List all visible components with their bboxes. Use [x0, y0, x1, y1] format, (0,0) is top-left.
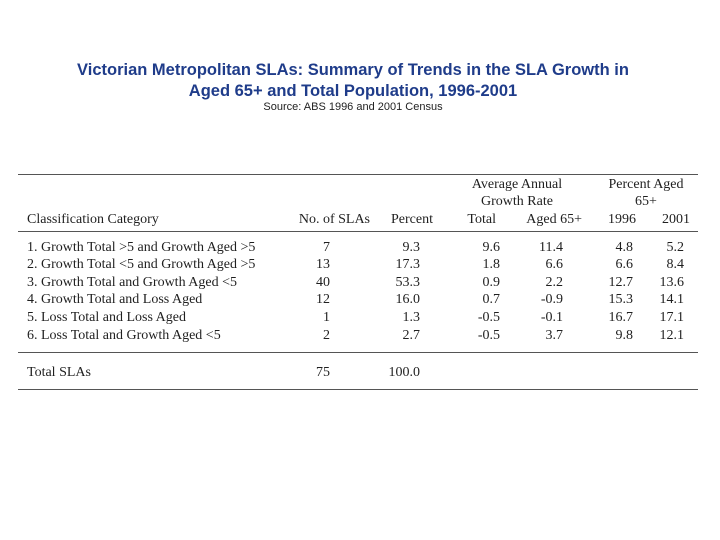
title-line-2: Aged 65+ and Total Population, 1996-2001	[188, 82, 518, 100]
row-2-1996: 6.6	[615, 257, 634, 272]
row-5-percent: 1.3	[402, 310, 421, 325]
row-5-2001: 17.1	[659, 310, 685, 325]
row-6-total: -0.5	[477, 328, 500, 343]
row-4-percent: 16.0	[395, 292, 421, 307]
row-1-category: 1. Growth Total >5 and Growth Aged >5	[27, 240, 256, 255]
row-6-category: 6. Loss Total and Growth Aged <5	[27, 328, 221, 343]
column-header-slas: No. of SLAs	[298, 212, 370, 227]
row-2-total: 1.8	[482, 257, 501, 272]
row-5-1996: 16.7	[608, 310, 634, 325]
row-5-slas: 1	[323, 310, 330, 325]
title-line-1: Victorian Metropolitan SLAs: Summary of …	[77, 61, 629, 79]
row-3-1996: 12.7	[608, 275, 634, 290]
row-6-2001: 12.1	[659, 328, 685, 343]
column-header-2001: 2001	[662, 212, 690, 227]
row-1-1996: 4.8	[615, 240, 634, 255]
table-top-rule	[18, 174, 698, 175]
column-header-percent: Percent	[391, 212, 433, 227]
row-2-slas: 13	[316, 257, 330, 272]
row-3-aged: 2.2	[545, 275, 564, 290]
column-header-total: Total	[467, 212, 496, 227]
row-3-percent: 53.3	[395, 275, 421, 290]
row-2-aged: 6.6	[545, 257, 564, 272]
total-row-category: Total SLAs	[27, 365, 91, 380]
table-body-rule	[18, 352, 698, 353]
row-2-2001: 8.4	[666, 257, 685, 272]
row-5-total: -0.5	[477, 310, 500, 325]
row-3-category: 3. Growth Total and Growth Aged <5	[27, 275, 238, 290]
row-5-aged: -0.1	[540, 310, 563, 325]
table-bottom-rule	[18, 389, 698, 390]
growth-rate-header-line-1: Average Annual	[471, 177, 563, 192]
row-6-aged: 3.7	[545, 328, 564, 343]
percent-aged-header-line-1: Percent Aged	[608, 177, 684, 192]
page-title: Victorian Metropolitan SLAs: Summary of …	[0, 60, 706, 102]
row-4-total: 0.7	[482, 292, 501, 307]
row-2-category: 2. Growth Total <5 and Growth Aged >5	[27, 257, 256, 272]
column-header-aged: Aged 65+	[526, 212, 582, 227]
row-3-total: 0.9	[482, 275, 501, 290]
column-header-1996: 1996	[608, 212, 636, 227]
row-6-1996: 9.8	[615, 328, 634, 343]
percent-aged-header-line-2: 65+	[635, 194, 657, 209]
row-1-percent: 9.3	[402, 240, 421, 255]
source-note: Source: ABS 1996 and 2001 Census	[263, 101, 443, 113]
row-1-2001: 5.2	[666, 240, 685, 255]
total-row-percent: 100.0	[388, 365, 421, 380]
row-3-2001: 13.6	[659, 275, 685, 290]
table-header-rule	[18, 231, 698, 232]
row-1-total: 9.6	[482, 240, 501, 255]
row-4-slas: 12	[316, 292, 330, 307]
row-1-aged: 11.4	[539, 240, 563, 255]
row-4-category: 4. Growth Total and Loss Aged	[27, 292, 203, 307]
row-6-percent: 2.7	[402, 328, 421, 343]
row-4-2001: 14.1	[659, 292, 685, 307]
row-4-aged: -0.9	[540, 292, 563, 307]
column-header-category: Classification Category	[27, 212, 159, 227]
total-row-slas: 75	[316, 365, 330, 380]
row-3-slas: 40	[316, 275, 330, 290]
row-1-slas: 7	[323, 240, 330, 255]
growth-rate-header-line-2: Growth Rate	[481, 194, 553, 209]
row-5-category: 5. Loss Total and Loss Aged	[27, 310, 186, 325]
row-2-percent: 17.3	[395, 257, 421, 272]
row-4-1996: 15.3	[608, 292, 634, 307]
row-6-slas: 2	[323, 328, 330, 343]
